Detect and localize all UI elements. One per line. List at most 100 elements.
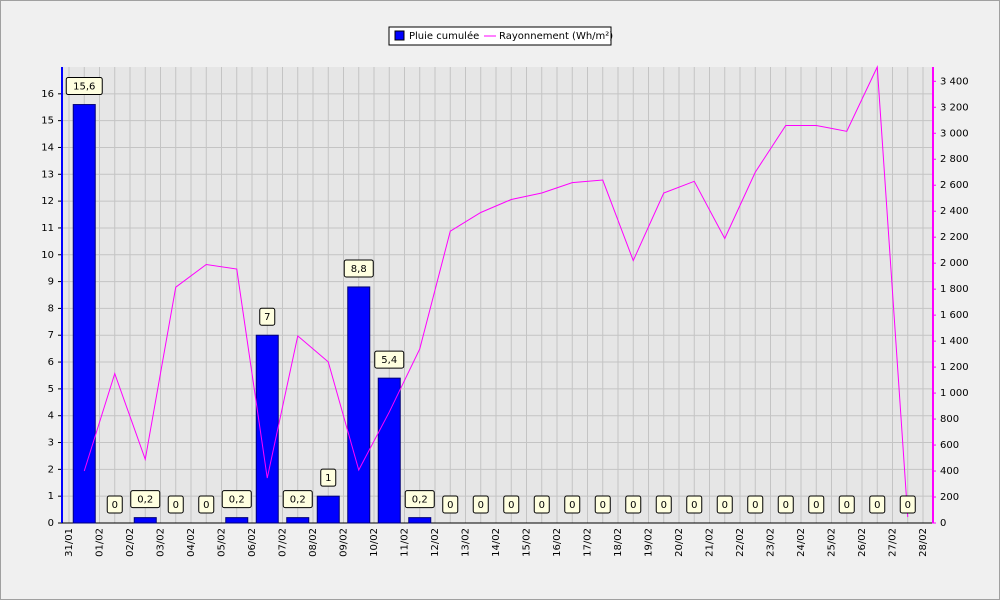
data-label-box xyxy=(404,490,435,509)
data-label-box xyxy=(655,495,672,514)
data-label-text: 0,2 xyxy=(229,495,245,506)
y2-tick-label: 1 600 xyxy=(940,310,969,321)
x-tick-label: 02/02 xyxy=(125,528,136,557)
data-label-box xyxy=(777,495,794,514)
x-tick-label: 15/02 xyxy=(522,528,533,557)
data-label-text: 0 xyxy=(569,500,575,511)
x-tick-label: 03/02 xyxy=(156,528,167,557)
data-label-text: 0 xyxy=(722,500,728,511)
data-label: 15,6 xyxy=(65,77,103,96)
x-tick-label: 16/02 xyxy=(552,528,563,557)
data-label: 0 xyxy=(106,495,123,514)
data-label: 1 xyxy=(320,468,337,487)
data-label: 0 xyxy=(899,495,916,514)
data-label-box xyxy=(564,495,581,514)
y-tick-label: 5 xyxy=(48,384,54,395)
data-label: 0,2 xyxy=(282,490,313,509)
y-tick-label: 15 xyxy=(41,116,54,127)
data-label-box xyxy=(130,490,161,509)
data-label-box xyxy=(808,495,825,514)
data-label: 0 xyxy=(533,495,550,514)
data-label-box xyxy=(594,495,611,514)
y2-tick-label: 2 800 xyxy=(940,154,969,165)
y-tick-label: 9 xyxy=(48,277,54,288)
data-label: 0 xyxy=(167,495,184,514)
y2-tick-label: 800 xyxy=(940,414,959,425)
data-label-text: 0,2 xyxy=(137,495,153,506)
data-label-text: 0 xyxy=(173,500,179,511)
data-label-box xyxy=(533,495,550,514)
data-label: 0 xyxy=(869,495,886,514)
y2-tick-label: 1 000 xyxy=(940,388,969,399)
y2-tick-label: 1 800 xyxy=(940,284,969,295)
data-label-box xyxy=(282,490,313,509)
x-tick-label: 26/02 xyxy=(857,528,868,557)
data-label-text: 0 xyxy=(112,500,118,511)
data-label: 0,2 xyxy=(221,490,252,509)
y2-tick-label: 3 200 xyxy=(940,102,969,113)
data-label-text: 0 xyxy=(600,500,606,511)
x-tick-label: 01/02 xyxy=(95,528,106,557)
data-label-text: 0 xyxy=(478,500,484,511)
bar xyxy=(133,517,157,524)
y-tick-label: 2 xyxy=(48,464,54,475)
x-tick-label: 09/02 xyxy=(339,528,350,557)
legend-box xyxy=(388,26,612,46)
x-tick-label: 24/02 xyxy=(796,528,807,557)
data-label: 0,2 xyxy=(404,490,435,509)
data-label-text: 0 xyxy=(874,500,880,511)
data-label-text: 0 xyxy=(447,500,453,511)
x-tick-label: 04/02 xyxy=(186,528,197,557)
x-tick-label: 07/02 xyxy=(278,528,289,557)
bar xyxy=(225,517,249,524)
x-tick-label: 10/02 xyxy=(369,528,380,557)
y-tick-label: 11 xyxy=(41,223,54,234)
y-tick-label: 6 xyxy=(48,357,54,368)
x-tick-label: 05/02 xyxy=(217,528,228,557)
bar xyxy=(72,104,96,524)
data-label-box xyxy=(686,495,703,514)
y2-tick-label: 2 200 xyxy=(940,232,969,243)
legend: Pluie cumulée Rayonnement (Wh/m²) xyxy=(388,26,613,46)
bar xyxy=(347,286,371,524)
data-label-box xyxy=(320,468,337,487)
data-label: 0 xyxy=(503,495,520,514)
data-label-text: 0 xyxy=(539,500,545,511)
data-label-text: 0 xyxy=(661,500,667,511)
x-tick-label: 12/02 xyxy=(430,528,441,557)
y2-tick-label: 200 xyxy=(940,492,959,503)
x-tick-label: 31/01 xyxy=(64,528,75,557)
data-label-text: 0 xyxy=(203,500,209,511)
data-label-text: 8,8 xyxy=(351,264,367,275)
x-tick-label: 14/02 xyxy=(491,528,502,557)
y2-tick-label: 0 xyxy=(940,518,946,529)
y2-tick-label: 3 400 xyxy=(940,76,969,87)
data-label: 0 xyxy=(442,495,459,514)
x-tick-label: 21/02 xyxy=(705,528,716,557)
bar xyxy=(316,495,340,524)
bar xyxy=(408,517,432,524)
y-tick-label: 7 xyxy=(48,330,54,341)
data-label-box xyxy=(343,259,374,278)
data-label-box xyxy=(747,495,764,514)
data-label-text: 0 xyxy=(813,500,819,511)
y-tick-label: 0 xyxy=(48,518,54,529)
data-label-text: 0 xyxy=(630,500,636,511)
legend-swatch xyxy=(394,30,405,41)
y2-tick-label: 600 xyxy=(940,440,959,451)
data-label-box xyxy=(716,495,733,514)
legend-label: Rayonnement (Wh/m²) xyxy=(499,31,613,42)
y2-tick-label: 1 200 xyxy=(940,362,969,373)
data-label: 0 xyxy=(777,495,794,514)
y-tick-label: 3 xyxy=(48,438,54,449)
data-label-box xyxy=(259,307,276,326)
data-label-text: 0 xyxy=(508,500,514,511)
data-label-text: 0 xyxy=(905,500,911,511)
data-label-text: 0 xyxy=(752,500,758,511)
data-label-box xyxy=(442,495,459,514)
y-tick-label: 4 xyxy=(48,411,54,422)
y-tick-label: 16 xyxy=(41,89,54,100)
x-tick-label: 08/02 xyxy=(308,528,319,557)
data-label: 0 xyxy=(808,495,825,514)
